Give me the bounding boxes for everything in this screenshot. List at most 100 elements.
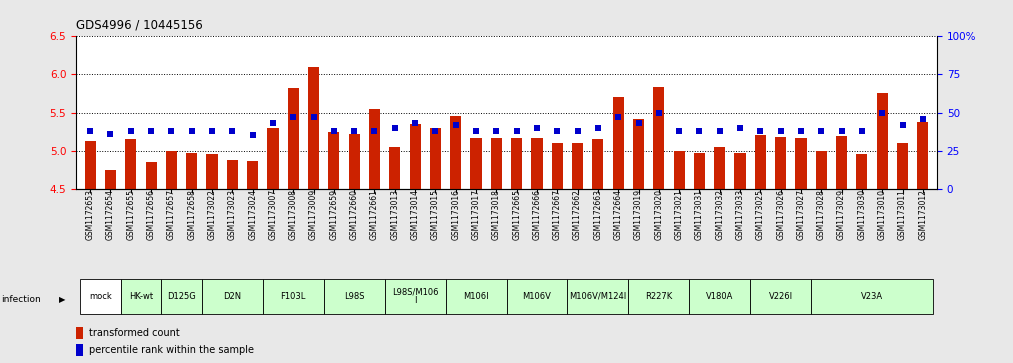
Point xyxy=(468,128,484,134)
Bar xyxy=(348,134,360,189)
Text: GSM1173021: GSM1173021 xyxy=(675,189,684,240)
Bar xyxy=(755,135,766,189)
Bar xyxy=(126,139,137,189)
Text: M106V: M106V xyxy=(523,292,551,301)
Text: GSM1173011: GSM1173011 xyxy=(898,189,907,240)
Text: GSM1173014: GSM1173014 xyxy=(410,189,419,240)
Text: GSM1173018: GSM1173018 xyxy=(492,189,500,240)
Bar xyxy=(689,279,751,314)
Point xyxy=(407,120,423,126)
Point xyxy=(691,128,707,134)
Bar xyxy=(714,147,725,189)
Text: GSM1172667: GSM1172667 xyxy=(553,189,562,240)
Text: L98S/M106
I: L98S/M106 I xyxy=(392,287,439,305)
Point xyxy=(753,128,769,134)
Text: percentile rank within the sample: percentile rank within the sample xyxy=(89,345,254,355)
Bar xyxy=(567,279,628,314)
Text: GSM1173012: GSM1173012 xyxy=(919,189,927,240)
Bar xyxy=(613,97,624,189)
Bar xyxy=(85,141,96,189)
Bar xyxy=(324,279,385,314)
Bar xyxy=(105,170,116,189)
Point xyxy=(549,128,565,134)
Bar xyxy=(917,122,928,189)
Bar xyxy=(308,67,319,189)
Point xyxy=(854,128,870,134)
Bar xyxy=(247,160,258,189)
Bar xyxy=(674,151,685,189)
Point xyxy=(630,120,646,126)
Point xyxy=(123,128,139,134)
Point xyxy=(367,128,383,134)
Text: GSM1172663: GSM1172663 xyxy=(594,189,603,240)
Text: GSM1172658: GSM1172658 xyxy=(187,189,197,240)
Bar xyxy=(876,94,887,189)
Point xyxy=(610,114,626,120)
Point xyxy=(102,131,119,137)
Point xyxy=(650,110,667,115)
Point xyxy=(529,125,545,131)
Text: GSM1173015: GSM1173015 xyxy=(431,189,440,240)
Bar xyxy=(734,153,746,189)
Text: D2N: D2N xyxy=(223,292,241,301)
Text: GSM1173016: GSM1173016 xyxy=(451,189,460,240)
Bar xyxy=(532,138,543,189)
Text: GSM1173017: GSM1173017 xyxy=(471,189,480,240)
Bar xyxy=(775,137,786,189)
Point xyxy=(915,116,931,122)
Bar xyxy=(369,109,380,189)
Text: GSM1172656: GSM1172656 xyxy=(147,189,156,240)
Text: V23A: V23A xyxy=(861,292,883,301)
Text: R227K: R227K xyxy=(645,292,673,301)
Text: GSM1172666: GSM1172666 xyxy=(533,189,542,240)
Text: GSM1173027: GSM1173027 xyxy=(796,189,805,240)
Point xyxy=(448,122,464,128)
Bar xyxy=(470,138,481,189)
Text: GSM1172664: GSM1172664 xyxy=(614,189,623,240)
Bar xyxy=(506,279,567,314)
Bar xyxy=(593,139,604,189)
Bar xyxy=(80,279,121,314)
Bar xyxy=(512,138,523,189)
Point xyxy=(204,128,220,134)
Text: GSM1173020: GSM1173020 xyxy=(654,189,664,240)
Text: GSM1173019: GSM1173019 xyxy=(634,189,643,240)
Text: V226I: V226I xyxy=(769,292,793,301)
Text: GDS4996 / 10445156: GDS4996 / 10445156 xyxy=(76,18,203,31)
Text: L98S: L98S xyxy=(344,292,365,301)
Point xyxy=(387,125,403,131)
Point xyxy=(427,128,444,134)
Point xyxy=(163,128,179,134)
Bar xyxy=(409,124,420,189)
Point xyxy=(874,110,890,115)
Text: F103L: F103L xyxy=(281,292,306,301)
Bar xyxy=(633,119,644,189)
Point xyxy=(894,122,911,128)
Point xyxy=(509,128,525,134)
Bar xyxy=(795,138,806,189)
Bar xyxy=(572,143,583,189)
Point xyxy=(306,114,322,120)
Bar xyxy=(430,128,441,189)
Bar xyxy=(811,279,933,314)
Bar xyxy=(856,155,867,189)
Text: GSM1173033: GSM1173033 xyxy=(735,189,745,240)
Bar xyxy=(552,143,563,189)
Text: GSM1173025: GSM1173025 xyxy=(756,189,765,240)
Bar xyxy=(751,279,811,314)
Bar xyxy=(121,279,161,314)
Text: GSM1173030: GSM1173030 xyxy=(857,189,866,240)
Text: GSM1173008: GSM1173008 xyxy=(289,189,298,240)
Text: M106I: M106I xyxy=(463,292,489,301)
Point xyxy=(773,128,789,134)
Text: GSM1173028: GSM1173028 xyxy=(816,189,826,240)
Bar xyxy=(389,147,400,189)
Point xyxy=(346,128,363,134)
Bar xyxy=(207,155,218,189)
Point xyxy=(264,120,281,126)
Text: GSM1173026: GSM1173026 xyxy=(776,189,785,240)
Point xyxy=(488,128,504,134)
Text: GSM1172661: GSM1172661 xyxy=(370,189,379,240)
Text: GSM1172662: GSM1172662 xyxy=(573,189,582,240)
Bar xyxy=(186,153,198,189)
